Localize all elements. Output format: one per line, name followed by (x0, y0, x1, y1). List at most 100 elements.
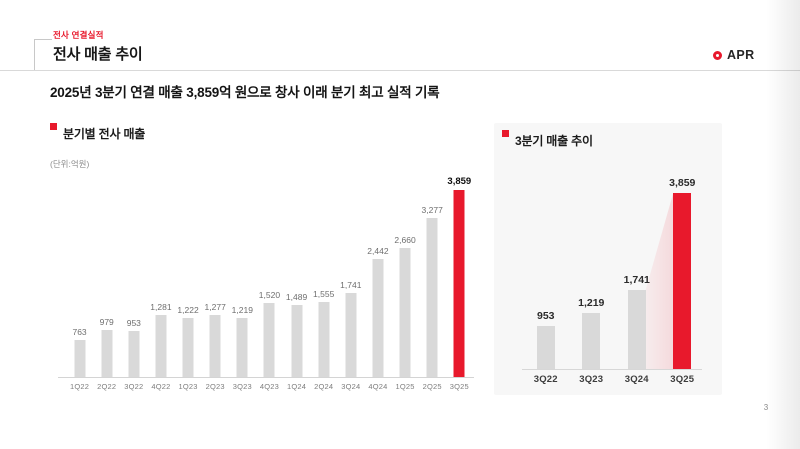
bar-column-3q23: 1,219 (229, 190, 256, 377)
bar-2q25 (426, 218, 438, 377)
legend-square-icon (502, 130, 509, 137)
value-label-2q23: 1,277 (204, 302, 226, 313)
value-label-2q22: 979 (99, 316, 114, 327)
bar-column-1q23: 1,222 (175, 190, 202, 377)
bar-column-4q24: 2,442 (364, 190, 391, 377)
bar-3q22 (536, 325, 555, 369)
x-label-4q24: 4Q24 (368, 382, 388, 391)
x-label-1q22: 1Q22 (69, 382, 90, 391)
bar-3q25 (453, 190, 465, 377)
value-label-3q22: 953 (126, 317, 141, 328)
x-label-1q24: 1Q24 (286, 382, 307, 391)
bar-2q22 (101, 329, 113, 377)
q3-chart-title: 3분기 매출 추이 (515, 134, 593, 148)
value-label-3q25: 3,859 (447, 176, 472, 187)
x-label-3q22: 3Q22 (533, 374, 558, 385)
bar-3q22 (128, 330, 140, 377)
value-label-3q25: 3,859 (669, 177, 696, 189)
value-label-2q25: 3,277 (421, 205, 443, 216)
x-label-3q25: 3Q25 (670, 374, 695, 385)
bar-4q22 (155, 314, 167, 377)
unit-label: (단위:억원) (50, 159, 90, 169)
value-label-2q24: 1,555 (313, 288, 335, 299)
q3-chart-legend: 3분기 매출 추이 (502, 129, 593, 148)
growth-wedge (645, 193, 674, 369)
x-label-3q22: 3Q22 (124, 382, 144, 391)
headline: 2025년 3분기 연결 매출 3,859억 원으로 창사 이래 분기 최고 실… (50, 85, 440, 100)
bar-column-2q24: 1,555 (310, 190, 337, 377)
q3-revenue-panel: 3분기 매출 추이 953 1,219 1,741 3,859 3Q22 3Q23 3Q2… (494, 123, 722, 395)
bar-column-1q24: 1,489 (283, 190, 310, 377)
bar-2q24 (318, 301, 330, 377)
x-label-3q23: 3Q23 (232, 382, 252, 391)
quarterly-chart-plot: 763 979 953 1,281 1,222 1,277 1,219 1,520 1,489 1… (66, 176, 473, 377)
bar-column-3q23: 1,219 (569, 193, 615, 369)
x-label-3q24: 3Q24 (341, 382, 361, 391)
x-label-2q23: 2Q23 (205, 382, 225, 391)
bar-3q23 (236, 317, 248, 377)
bar-1q23 (182, 317, 194, 377)
value-label-3q23: 1,219 (578, 297, 605, 310)
x-label-3q24: 3Q24 (624, 374, 649, 385)
bar-column-2q23: 1,277 (202, 190, 229, 377)
header-divider (0, 70, 800, 71)
page-title: 전사 매출 추이 (53, 46, 143, 63)
bar-3q23 (582, 313, 601, 369)
bar-3q24 (345, 292, 357, 377)
bar-3q24 (627, 289, 646, 369)
quarterly-chart-axis (58, 377, 474, 378)
bar-column-1q25: 2,660 (392, 190, 419, 377)
x-label-4q22: 4Q22 (151, 382, 171, 391)
bar-4q24 (372, 258, 384, 377)
x-label-4q23: 4Q23 (259, 382, 280, 391)
value-label-1q23: 1,222 (177, 304, 199, 315)
bar-column-2q22: 979 (93, 190, 120, 377)
x-label-2q24: 2Q24 (314, 382, 334, 391)
x-label-1q25: 1Q25 (395, 382, 415, 391)
value-label-4q22: 1,281 (150, 301, 172, 312)
value-label-3q23: 1,219 (231, 304, 253, 315)
x-label-3q23: 3Q23 (579, 374, 604, 385)
bar-column-4q22: 1,281 (147, 190, 174, 377)
bar-column-3q25: 3,859 (660, 177, 706, 369)
bar-column-3q24: 1,741 (337, 190, 364, 377)
x-label-2q22: 2Q22 (97, 382, 117, 391)
bar-column-3q24: 1,741 (614, 193, 660, 369)
value-label-3q24: 1,741 (623, 273, 650, 286)
value-label-1q22: 763 (72, 327, 87, 337)
value-label-3q22: 953 (536, 309, 555, 322)
bar-1q22 (74, 340, 86, 377)
quarterly-chart-xlabels: 1Q22 2Q22 3Q22 4Q22 1Q23 2Q23 3Q23 4Q23 1Q24 2Q24… (66, 382, 473, 391)
quarterly-chart-legend: 분기별 전사 매출 (50, 122, 146, 141)
q3-chart-plot: 953 1,219 1,741 3,859 (523, 177, 706, 369)
x-label-3q25: 3Q25 (449, 382, 469, 391)
value-label-4q24: 2,442 (367, 245, 389, 256)
x-label-1q23: 1Q23 (178, 382, 198, 391)
section-eyebrow: 전사 연결실적 (53, 30, 104, 40)
right-edge-shadow (766, 0, 800, 449)
q3-chart-axis (522, 369, 702, 370)
bar-column-4q23: 1,520 (256, 190, 283, 377)
q3-chart-xlabels: 3Q22 3Q23 3Q24 3Q25 (523, 374, 705, 385)
value-label-3q24: 1,741 (340, 279, 362, 290)
bar-3q25 (673, 193, 692, 369)
title-bracket (34, 39, 52, 70)
bar-column-3q22: 953 (120, 190, 147, 377)
quarterly-chart-title: 분기별 전사 매출 (63, 127, 146, 141)
bar-2q23 (209, 315, 221, 377)
bar-1q25 (399, 248, 411, 377)
apr-logo-text: APR (727, 48, 755, 62)
bar-column-1q22: 763 (66, 190, 93, 377)
apr-ring-icon (713, 50, 722, 60)
apr-logo: APR (713, 48, 755, 62)
bar-1q24 (291, 304, 303, 377)
x-label-2q25: 2Q25 (422, 382, 442, 391)
value-label-4q23: 1,520 (258, 290, 281, 301)
bar-column-3q22: 953 (523, 193, 569, 369)
bar-column-3q25: 3,859 (446, 176, 473, 377)
value-label-1q25: 2,660 (394, 235, 416, 246)
page-number: 3 (763, 403, 769, 412)
value-label-1q24: 1,489 (285, 291, 308, 302)
bar-column-2q25: 3,277 (419, 190, 446, 377)
